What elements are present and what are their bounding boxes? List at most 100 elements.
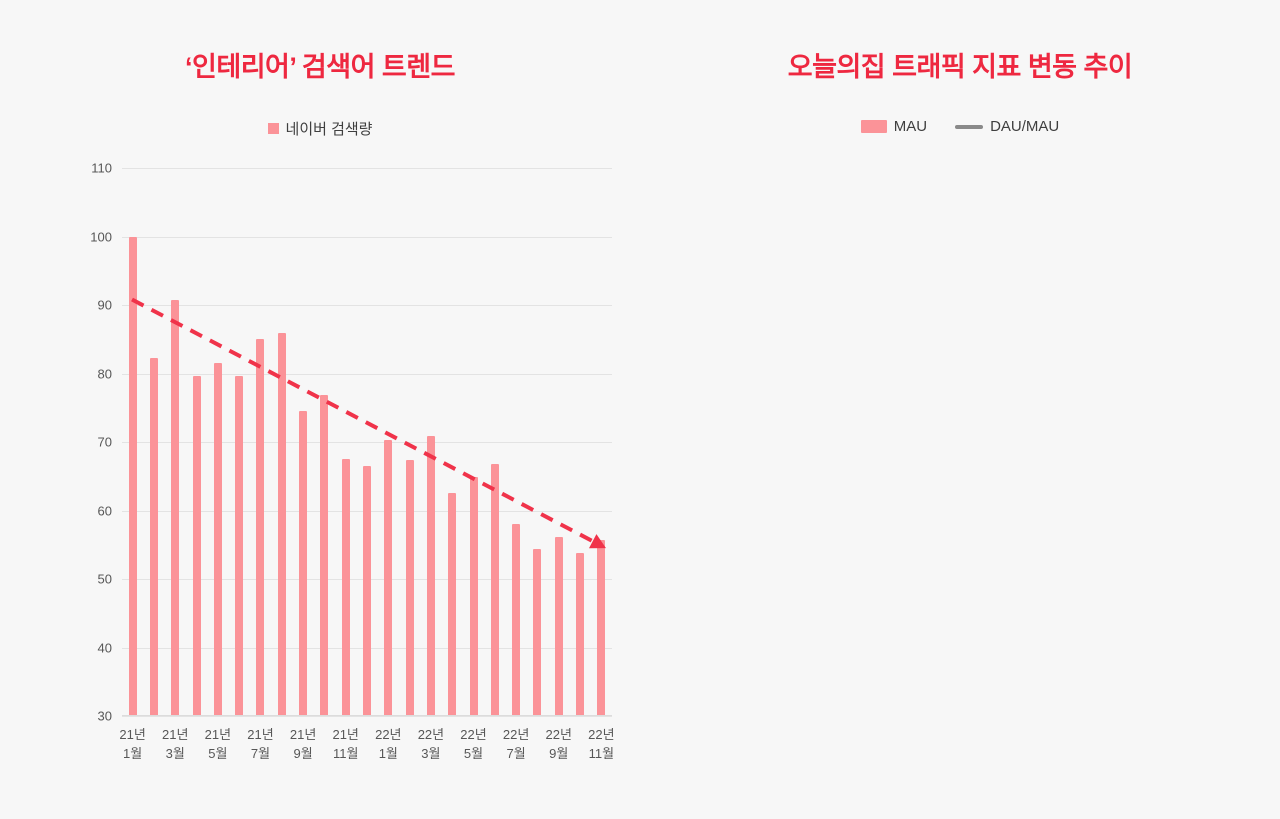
bar (533, 548, 542, 716)
line-swatch-icon (955, 124, 984, 129)
x-label-year: 21년 (204, 727, 232, 742)
bar (512, 524, 521, 716)
bar (299, 411, 308, 716)
left-chart-panel: ‘인테리어’ 검색어 트렌드 네이버 검색량 30 40 50 60 70 80 90 100… (0, 52, 640, 796)
trendline (131, 297, 593, 543)
legend-item-naver-search: 네이버 검색량 (267, 118, 373, 139)
bar (469, 476, 478, 716)
left-x-axis-labels: 21년 1월 21년 3월 21년 5월 21년 7월 21년 9월 21년 11월 22년 1월 22년 3… (119, 726, 614, 796)
x-label-year: 22년 (545, 727, 572, 742)
bar (363, 465, 371, 716)
right-chart-panel: 오늘의집 트래픽 지표 변동 추이 MAU DAU/MAU 2,000,000 2… (640, 0, 1280, 819)
x-label-month: 11월 (588, 745, 615, 761)
y-axis-tick-label: 6,000,000 (1270, 221, 1280, 236)
gridline (122, 442, 612, 443)
gridline (122, 373, 612, 375)
x-label-month: 1월 (378, 745, 398, 761)
bar (448, 493, 457, 716)
bar (128, 236, 137, 716)
x-axis-tick-label: 22년 9월 (546, 726, 572, 764)
trendline-arrow-icon (589, 534, 606, 549)
y-axis-tick-label: 110 (91, 160, 112, 176)
bar-swatch-icon (860, 120, 887, 133)
y-axis-tick-label: 3,500,000 (1270, 526, 1280, 541)
x-label-month: 7월 (506, 745, 526, 761)
bar (554, 536, 563, 716)
x-label-year: 22년 (417, 727, 445, 742)
y-axis-tick-label: 90 (97, 297, 112, 313)
bar (576, 552, 585, 716)
y-axis-tick-label: 2,000,000 (1270, 709, 1280, 724)
y-axis-tick-label: 100 (90, 229, 112, 244)
legend-item-dau-mau: DAU/MAU (955, 118, 1059, 135)
bar (171, 299, 180, 716)
right-chart-title: 오늘의집 트래픽 지표 변동 추이 (787, 52, 1133, 82)
x-label-month: 3월 (421, 745, 441, 761)
bar (192, 375, 201, 716)
y-axis-tick-label: 4,000,000 (1270, 465, 1280, 480)
y-axis-tick-label: 60 (97, 503, 112, 518)
bar (384, 439, 393, 716)
x-axis-tick-label: 22년 11월 (588, 726, 614, 764)
bar (426, 435, 435, 716)
bar (320, 395, 329, 716)
bar (490, 463, 499, 716)
y-axis-tick-label: 50 (97, 571, 112, 587)
right-chart-legend: MAU DAU/MAU (640, 118, 1280, 135)
y-axis-tick-label: 5,500,000 (1270, 282, 1280, 297)
legend-label: MAU (893, 118, 928, 135)
gridline (122, 716, 612, 717)
x-axis-tick-label: 21년 9월 (290, 726, 316, 764)
y-axis-tick-label: 2,500,000 (1270, 648, 1280, 663)
x-label-year: 21년 (289, 727, 317, 742)
bar (405, 459, 414, 716)
bar (235, 375, 244, 716)
square-swatch-icon (267, 123, 279, 134)
left-plot-area (122, 168, 612, 717)
x-label-month: 9월 (293, 745, 313, 761)
x-label-year: 21년 (119, 727, 146, 742)
x-label-month: 5월 (463, 745, 484, 761)
bar (277, 333, 286, 716)
left-chart-legend: 네이버 검색량 (0, 118, 640, 139)
x-label-year: 21년 (247, 727, 274, 742)
x-label-month: 5월 (208, 745, 228, 761)
x-axis-tick-label: 21년 5월 (205, 726, 231, 764)
y-axis-tick-label: 70 (97, 434, 112, 450)
x-label-month: 3월 (165, 745, 185, 761)
y-axis-tick-label: 30 (97, 708, 112, 724)
x-label-year: 22년 (502, 727, 530, 742)
y-axis-tick-label: 6,500,000 (1270, 161, 1280, 176)
y-axis-tick-label: 5,000,000 (1270, 343, 1280, 358)
x-axis-tick-label: 22년 7월 (503, 726, 529, 764)
bar (149, 357, 158, 716)
legend-label: DAU/MAU (990, 118, 1060, 135)
x-label-year: 21년 (332, 727, 359, 742)
left-axis-bottom (122, 715, 612, 716)
y-axis-tick-label: 40 (97, 640, 112, 655)
x-label-month: 1월 (123, 745, 143, 761)
x-label-year: 22년 (460, 727, 487, 742)
x-label-year: 22년 (375, 727, 402, 742)
x-label-year: 22년 (588, 727, 615, 742)
bar (597, 539, 606, 716)
x-axis-tick-label: 21년 3월 (162, 726, 188, 764)
x-axis-tick-label: 21년 1월 (119, 726, 145, 764)
bar (341, 459, 350, 716)
x-axis-tick-label: 21년 11월 (332, 726, 358, 764)
y-axis-tick-label: 3,000,000 (1270, 587, 1280, 602)
x-label-month: 9월 (549, 745, 569, 761)
x-label-year: 21년 (162, 727, 189, 742)
gridline (122, 236, 612, 238)
x-label-month: 11월 (332, 745, 359, 761)
x-axis-tick-label: 22년 1월 (375, 726, 401, 764)
gridline (122, 168, 612, 169)
x-axis-tick-label: 21년 7월 (247, 726, 273, 764)
left-trendline-overlay (131, 297, 606, 549)
left-bars-group (122, 168, 612, 716)
x-axis-tick-label: 22년 5월 (460, 726, 486, 764)
legend-label: 네이버 검색량 (285, 121, 373, 138)
bar (213, 362, 222, 716)
x-label-month: 7월 (250, 745, 271, 761)
